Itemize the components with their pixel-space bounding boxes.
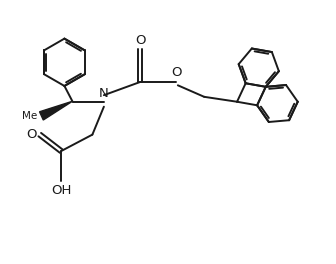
Text: N: N xyxy=(99,87,109,100)
Text: O: O xyxy=(26,128,37,141)
Text: OH: OH xyxy=(51,184,71,197)
Text: Me: Me xyxy=(22,111,37,121)
Polygon shape xyxy=(40,101,73,120)
Text: O: O xyxy=(171,66,181,79)
Text: O: O xyxy=(135,34,145,46)
